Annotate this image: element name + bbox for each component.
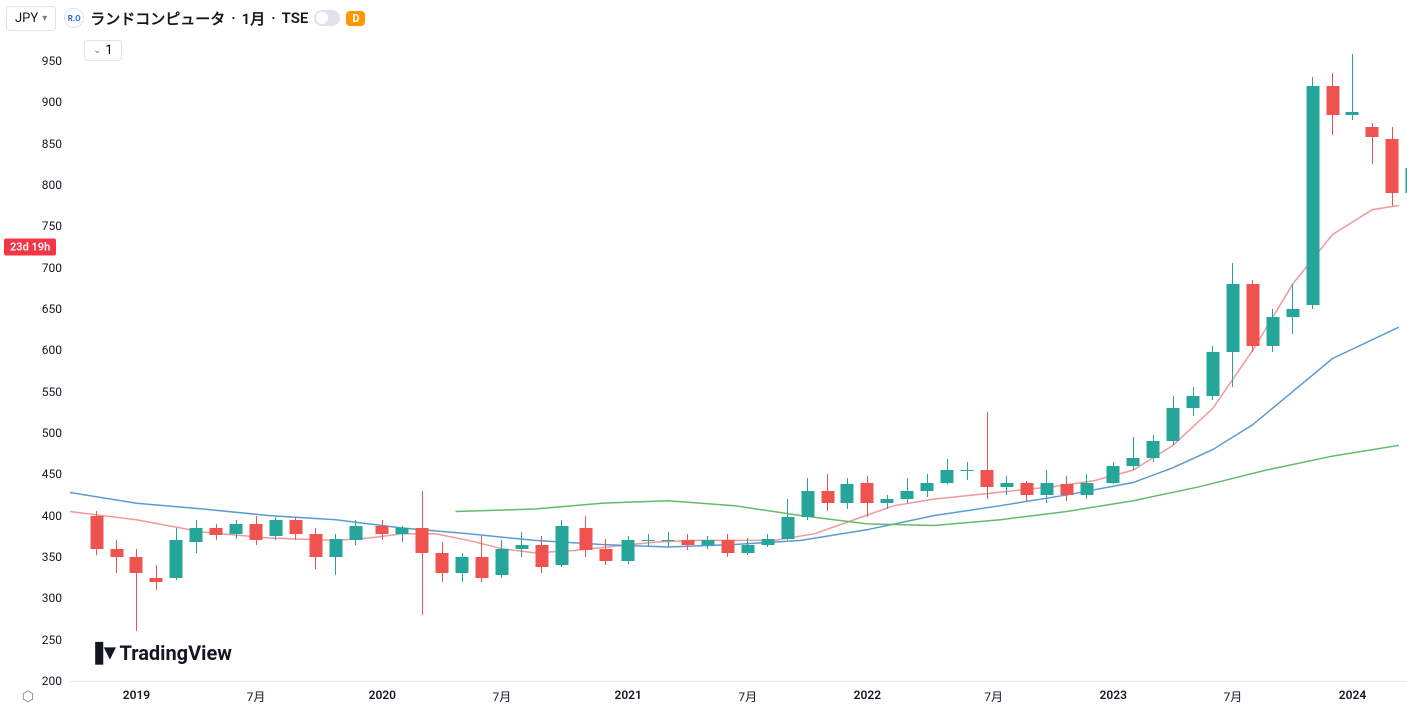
currency-label: JPY bbox=[15, 11, 38, 26]
y-tick-label: 400 bbox=[42, 509, 62, 523]
chart-container: 200 250 300 350 400 450 500 550 600 650 700 750 800 8… bbox=[0, 36, 1407, 713]
x-tick-label: 2021 bbox=[614, 688, 641, 702]
y-tick-label: 200 bbox=[42, 674, 62, 688]
y-tick-label: 600 bbox=[42, 343, 62, 357]
currency-select[interactable]: JPY ▾ bbox=[6, 6, 56, 31]
x-tick-label: 7月 bbox=[247, 688, 266, 705]
ma-lines bbox=[70, 36, 1399, 681]
toggle-pill[interactable] bbox=[314, 10, 340, 26]
y-tick-label: 900 bbox=[42, 95, 62, 109]
x-tick-label: 7月 bbox=[493, 688, 512, 705]
y-tick-label: 950 bbox=[42, 54, 62, 68]
logo-icon: ❚▾ bbox=[90, 640, 111, 665]
y-tick-label: 800 bbox=[42, 178, 62, 192]
y-tick-label: 650 bbox=[42, 302, 62, 316]
symbol-name: ランドコンピュータ bbox=[90, 8, 225, 29]
x-axis[interactable]: 2019 7月 2020 7月 2021 7月 2022 7月 2023 7月 2024 bbox=[70, 681, 1407, 713]
ma-line bbox=[70, 327, 1399, 547]
plot-area[interactable] bbox=[70, 36, 1399, 681]
top-toolbar: JPY ▾ R.O ランドコンピュータ · 1月 · TSE D bbox=[0, 0, 1407, 36]
x-tick-label: 2024 bbox=[1339, 688, 1366, 702]
y-axis[interactable]: 2002503003504004505005506006507007508008… bbox=[0, 36, 70, 681]
y-tick-label: 250 bbox=[42, 633, 62, 647]
y-tick-label: 500 bbox=[42, 426, 62, 440]
dot-sep: · bbox=[231, 9, 235, 27]
gear-icon[interactable]: ⬡ bbox=[20, 689, 36, 705]
y-tick-label: 450 bbox=[42, 467, 62, 481]
dot-sep: · bbox=[271, 9, 275, 27]
y-tick-label: 550 bbox=[42, 385, 62, 399]
symbol-info[interactable]: R.O ランドコンピュータ · 1月 · TSE D bbox=[64, 8, 365, 29]
x-tick-label: 7月 bbox=[1224, 688, 1243, 705]
x-tick-label: 2019 bbox=[123, 688, 150, 702]
y-tick-label: 700 bbox=[42, 261, 62, 275]
x-tick-label: 7月 bbox=[984, 688, 1003, 705]
interval-label: 1月 bbox=[242, 8, 266, 29]
x-tick-label: 2022 bbox=[854, 688, 881, 702]
countdown-badge: 23d 19h bbox=[4, 238, 56, 255]
y-tick-label: 850 bbox=[42, 137, 62, 151]
x-tick-label: 2023 bbox=[1100, 688, 1127, 702]
chevron-down-icon: ▾ bbox=[42, 13, 47, 24]
y-tick-label: 350 bbox=[42, 550, 62, 564]
y-tick-label: 300 bbox=[42, 591, 62, 605]
data-badge: D bbox=[346, 11, 365, 26]
ma-line bbox=[70, 206, 1399, 553]
x-tick-label: 2020 bbox=[369, 688, 396, 702]
exchange-label: TSE bbox=[282, 9, 309, 27]
x-tick-label: 7月 bbox=[738, 688, 757, 705]
symbol-logo-icon: R.O bbox=[64, 8, 84, 28]
tradingview-logo[interactable]: ❚▾ TradingView bbox=[90, 640, 232, 665]
y-tick-label: 750 bbox=[42, 219, 62, 233]
logo-text: TradingView bbox=[119, 641, 231, 665]
